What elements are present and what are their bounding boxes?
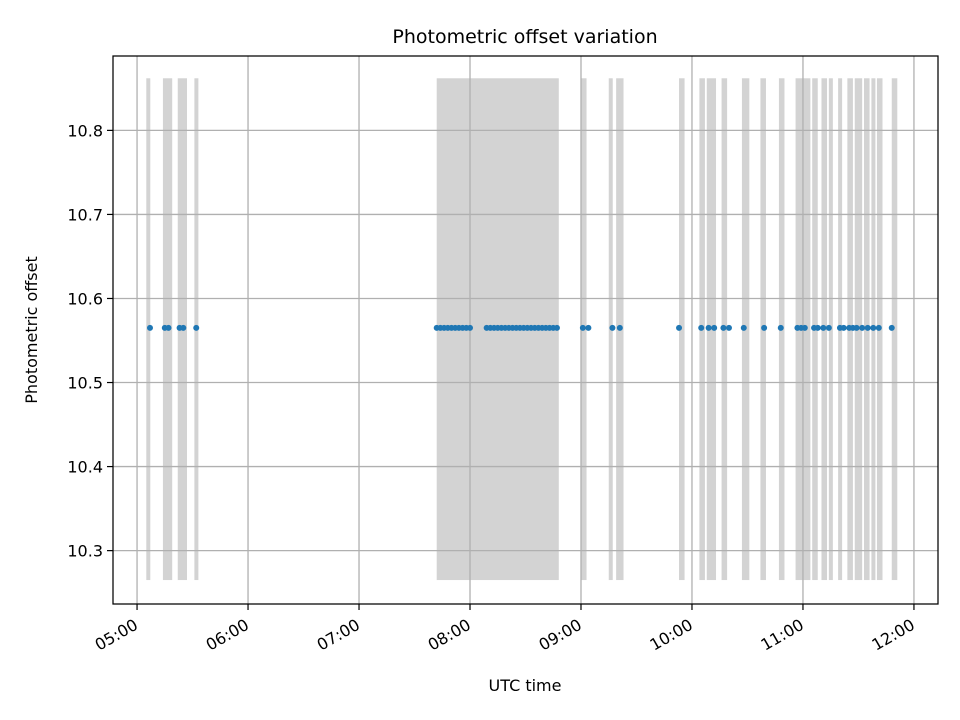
data-point [579, 324, 586, 331]
grid-layer [113, 56, 938, 604]
data-point [840, 324, 847, 331]
data-point [720, 324, 727, 331]
points-layer [146, 324, 895, 331]
data-point [193, 324, 200, 331]
data-point [180, 324, 187, 331]
data-point [888, 324, 895, 331]
data-point [725, 324, 732, 331]
exposure-band [891, 78, 898, 581]
data-point [616, 324, 623, 331]
y-tick-label: 10.3 [67, 542, 103, 561]
data-point [777, 324, 784, 331]
data-point [864, 324, 871, 331]
y-tick-label: 10.6 [67, 289, 103, 308]
data-point [609, 324, 616, 331]
y-tick-label: 10.4 [67, 458, 103, 477]
y-axis-ticks: 10.3 10.4 10.5 10.6 10.7 10.8 [67, 121, 113, 561]
data-point [705, 324, 712, 331]
data-point [553, 324, 560, 331]
data-point [870, 324, 877, 331]
data-point [859, 324, 866, 331]
data-point [676, 324, 683, 331]
data-point [814, 324, 821, 331]
data-point [585, 324, 592, 331]
y-tick-label: 10.8 [67, 121, 103, 140]
y-axis-label: Photometric offset [22, 256, 41, 404]
data-point [698, 324, 705, 331]
chart-title: Photometric offset variation [392, 26, 657, 48]
y-tick-label: 10.7 [67, 205, 103, 224]
data-point [853, 324, 860, 331]
exposure-band [679, 78, 685, 581]
data-point [146, 324, 153, 331]
data-point [875, 324, 882, 331]
plot-frame [112, 55, 939, 605]
data-point [467, 324, 474, 331]
data-point [711, 324, 718, 331]
data-point [740, 324, 747, 331]
data-point [165, 324, 172, 331]
exposure-band [706, 78, 717, 581]
data-point [801, 324, 808, 331]
data-point [761, 324, 768, 331]
x-axis-label: UTC time [489, 676, 562, 695]
y-tick-label: 10.5 [67, 374, 103, 393]
data-point [820, 324, 827, 331]
data-point [825, 324, 832, 331]
